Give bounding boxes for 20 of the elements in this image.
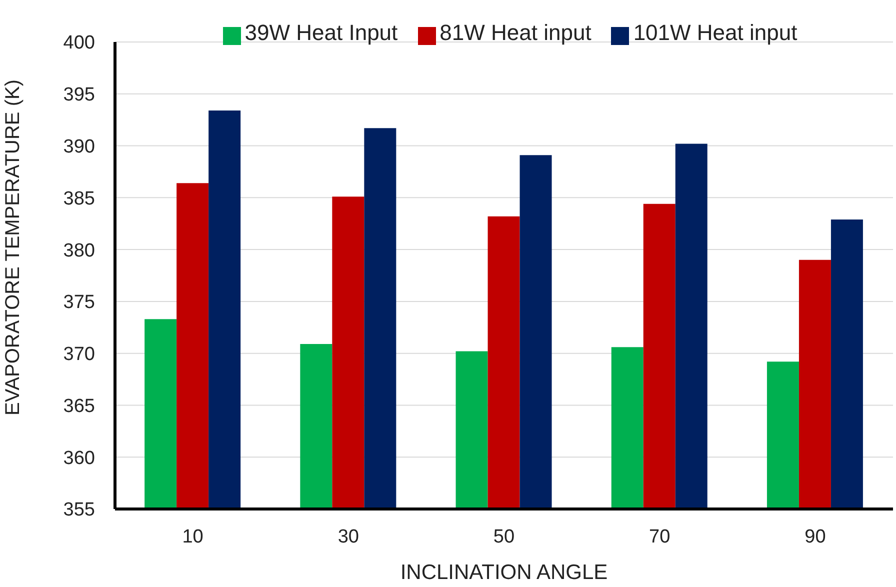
y-tick-label: 370 [63,344,95,366]
legend-label: 101W Heat input [633,20,798,45]
x-tick-label: 90 [804,526,826,548]
x-tick-label: 30 [338,526,359,548]
y-tick-label: 400 [63,32,95,54]
y-tick-label: 380 [63,240,95,262]
y-tick-label: 355 [63,500,95,521]
x-tick-label: 10 [182,526,204,548]
y-tick-label: 385 [63,188,95,210]
legend-label: 39W Heat Input [244,20,398,45]
y-tick-label: 395 [63,84,95,106]
y-tick-label: 360 [63,448,95,469]
x-axis-title: INCLINATION ANGLE [400,561,608,584]
y-tick-label: 375 [63,292,95,314]
y-tick-label: 390 [63,136,95,158]
y-tick-label: 365 [63,396,95,417]
x-tick-label: 70 [649,526,670,548]
x-tick-label: 50 [493,526,515,548]
y-axis-title: EVAPORATORE TEMPERATURE (K) [2,80,24,416]
legend-label: 81W Heat input [440,20,592,45]
